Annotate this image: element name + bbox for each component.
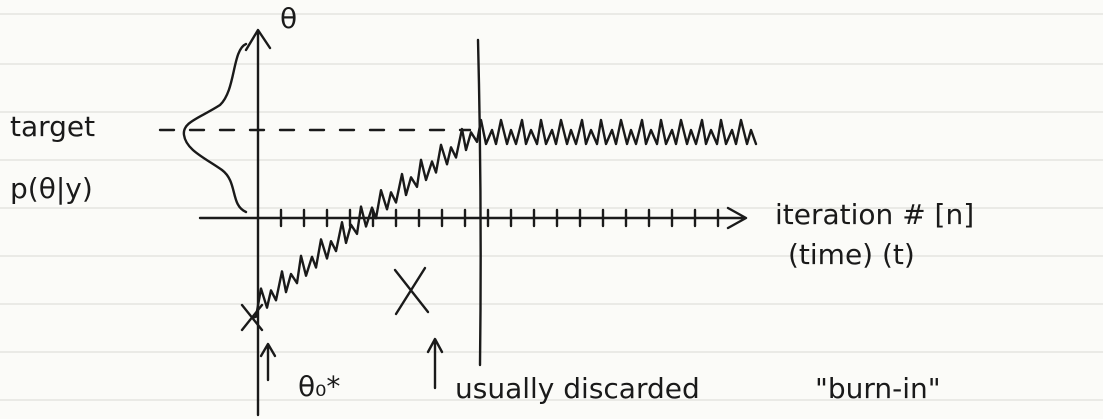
discarded-label: usually discarded — [455, 372, 700, 405]
x-axis-label: iteration # [n] — [775, 198, 974, 231]
discard-cross — [395, 268, 428, 314]
target-label: target — [10, 110, 95, 143]
density-curve — [184, 44, 246, 212]
start-label: θ₀* — [298, 370, 340, 403]
y-axis — [246, 30, 270, 415]
density-label: p(θ|y) — [10, 172, 93, 205]
burn-in-label: "burn-in" — [815, 372, 941, 405]
diagram: θ target p(θ|y) iteration # [n] (time) (… — [0, 0, 1103, 419]
discard-arrow — [428, 339, 442, 388]
x-axis-sublabel: (time) (t) — [788, 238, 915, 271]
start-arrow — [261, 344, 275, 380]
y-axis-label: θ — [280, 2, 297, 35]
burn-in-boundary — [478, 40, 481, 365]
